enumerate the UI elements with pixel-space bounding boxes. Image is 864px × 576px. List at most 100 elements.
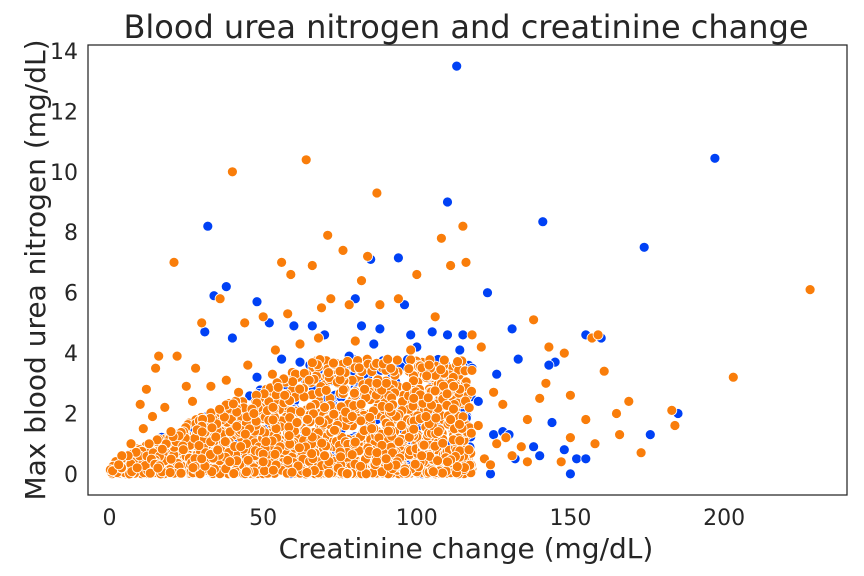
data-point <box>429 385 441 397</box>
data-point <box>231 420 243 432</box>
data-point <box>196 317 208 329</box>
data-point <box>497 398 509 410</box>
data-point <box>242 454 254 466</box>
data-point <box>368 338 380 350</box>
data-point <box>543 341 555 353</box>
data-point <box>466 329 478 341</box>
data-point <box>571 453 582 465</box>
data-point <box>131 462 143 474</box>
x-tick-label: 200 <box>703 506 745 531</box>
data-point <box>257 311 269 323</box>
data-point <box>260 436 272 448</box>
data-point <box>137 423 149 435</box>
data-point <box>522 456 533 468</box>
data-point <box>168 256 180 268</box>
data-point <box>491 438 503 450</box>
data-point <box>293 442 305 454</box>
data-point <box>334 365 346 377</box>
data-point <box>227 398 239 410</box>
data-point <box>294 406 306 418</box>
data-point <box>327 357 339 369</box>
data-point <box>435 364 447 376</box>
data-point <box>666 404 678 416</box>
data-point <box>472 420 484 431</box>
data-point <box>376 439 388 451</box>
data-point <box>463 444 475 456</box>
y-tick-label: 10 <box>50 161 78 186</box>
data-point <box>239 317 251 329</box>
data-point <box>152 462 164 474</box>
data-point <box>421 370 433 382</box>
data-point <box>405 354 417 366</box>
data-point <box>240 466 252 478</box>
data-point <box>150 362 162 374</box>
data-point <box>454 435 466 447</box>
data-point <box>196 453 208 465</box>
x-tick-label: 0 <box>103 506 117 531</box>
data-point <box>454 418 465 430</box>
data-point <box>565 468 576 480</box>
data-point <box>147 411 158 422</box>
data-point <box>623 395 635 407</box>
data-point <box>452 356 464 368</box>
data-point <box>466 385 477 397</box>
y-tick-label: 8 <box>64 221 78 246</box>
data-point <box>558 347 570 359</box>
data-point <box>445 260 457 271</box>
data-point <box>488 386 500 398</box>
data-point <box>437 467 448 479</box>
data-point <box>276 256 288 268</box>
data-point <box>426 326 438 338</box>
data-point <box>233 386 245 398</box>
data-point <box>528 314 539 326</box>
data-point <box>202 220 214 232</box>
data-point <box>427 466 439 478</box>
data-point <box>371 447 383 459</box>
data-point <box>506 323 518 335</box>
data-point <box>411 269 423 280</box>
data-point <box>466 364 478 376</box>
data-point <box>382 353 394 365</box>
chart-title: Blood urea nitrogen and creatinine chang… <box>123 8 808 46</box>
data-point <box>364 411 376 423</box>
data-point <box>451 461 463 473</box>
data-point <box>286 466 298 478</box>
data-point <box>164 467 176 478</box>
data-point <box>235 441 247 453</box>
data-point <box>432 426 444 438</box>
data-point <box>322 229 334 241</box>
data-point <box>355 460 366 472</box>
data-point <box>206 422 218 434</box>
data-point <box>156 443 168 455</box>
y-tick-label: 6 <box>64 282 78 307</box>
data-point <box>418 439 430 451</box>
data-point <box>395 420 407 431</box>
data-point <box>294 356 306 368</box>
data-point <box>512 353 524 365</box>
data-point <box>267 414 279 426</box>
data-point <box>113 459 125 471</box>
data-point <box>285 269 297 280</box>
data-point <box>399 466 411 478</box>
data-point <box>276 353 288 365</box>
data-point <box>269 344 281 356</box>
data-point <box>488 429 500 441</box>
data-point <box>644 429 656 441</box>
data-point <box>727 371 739 383</box>
data-point <box>282 454 294 466</box>
data-point <box>337 244 349 256</box>
data-point <box>589 438 601 450</box>
data-point <box>408 375 419 387</box>
data-point <box>435 232 447 244</box>
data-point <box>199 326 211 338</box>
data-point <box>242 359 254 371</box>
data-point <box>269 448 281 460</box>
data-point <box>463 402 475 414</box>
data-point <box>438 354 450 366</box>
data-point <box>565 432 576 444</box>
data-point <box>465 427 477 439</box>
data-point <box>319 450 331 462</box>
data-point <box>325 293 337 305</box>
data-point <box>226 166 238 178</box>
